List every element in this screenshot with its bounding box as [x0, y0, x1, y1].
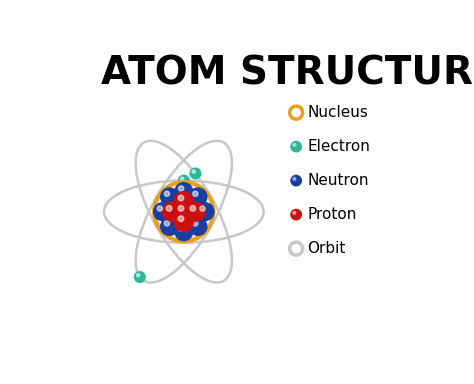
Circle shape [175, 183, 192, 200]
Circle shape [175, 223, 192, 241]
Circle shape [179, 186, 184, 191]
Text: Nucleus: Nucleus [307, 105, 368, 120]
Circle shape [200, 206, 205, 211]
Circle shape [192, 221, 198, 226]
Text: Orbit: Orbit [307, 241, 346, 256]
Circle shape [161, 218, 179, 235]
Circle shape [164, 191, 170, 197]
Circle shape [163, 202, 182, 221]
Circle shape [174, 213, 193, 232]
Circle shape [178, 216, 184, 222]
Text: Proton: Proton [307, 207, 356, 222]
Circle shape [189, 218, 207, 235]
Circle shape [157, 206, 163, 211]
Circle shape [190, 205, 196, 211]
Circle shape [161, 188, 179, 206]
Circle shape [189, 188, 207, 206]
Circle shape [292, 177, 296, 181]
Circle shape [179, 175, 189, 186]
Circle shape [178, 195, 184, 201]
Circle shape [179, 226, 184, 231]
Circle shape [166, 205, 172, 211]
Circle shape [178, 205, 184, 211]
Text: Neutron: Neutron [307, 173, 369, 188]
Circle shape [154, 182, 213, 241]
Text: ATOM STRUCTURE: ATOM STRUCTURE [101, 55, 474, 93]
Circle shape [290, 141, 302, 152]
Circle shape [164, 221, 170, 226]
Circle shape [190, 168, 201, 179]
Circle shape [186, 202, 205, 221]
Text: Electron: Electron [307, 139, 370, 154]
Circle shape [135, 272, 145, 282]
Circle shape [137, 273, 140, 277]
Circle shape [292, 143, 296, 147]
Circle shape [290, 209, 302, 220]
Circle shape [154, 203, 172, 220]
Circle shape [174, 192, 193, 211]
Circle shape [290, 175, 302, 187]
Circle shape [292, 211, 296, 215]
Circle shape [192, 170, 195, 173]
Circle shape [192, 191, 198, 197]
Circle shape [174, 202, 193, 221]
Circle shape [196, 203, 214, 220]
Circle shape [181, 177, 184, 180]
